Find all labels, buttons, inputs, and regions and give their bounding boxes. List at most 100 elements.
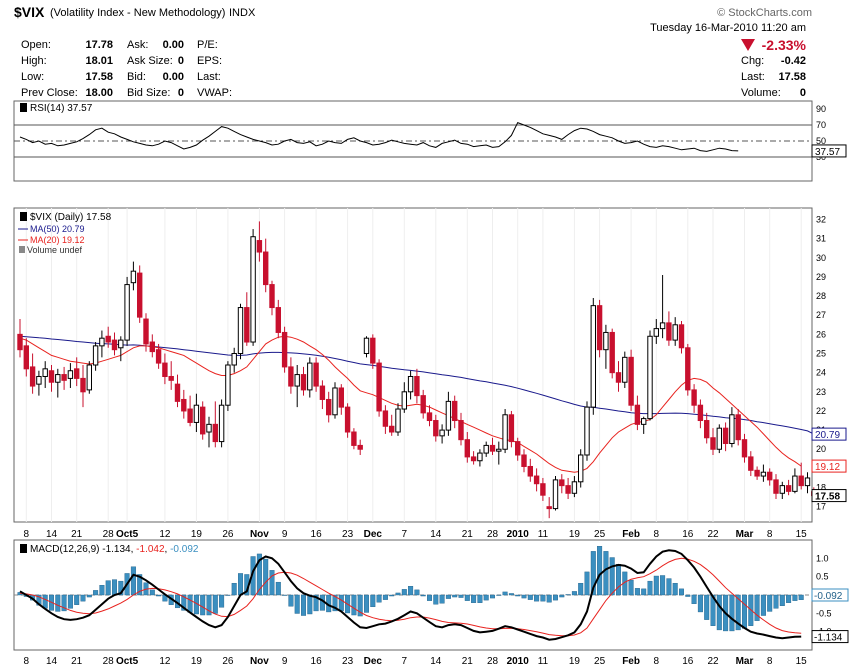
candle: [313, 357, 319, 392]
candle: [269, 280, 275, 316]
candle-body: [798, 475, 804, 487]
x-tick-label: 22: [707, 529, 719, 540]
quote-value: 0: [800, 87, 806, 99]
quote-value: 18.00: [85, 87, 113, 99]
macd-histogram-bar: [502, 591, 508, 596]
candle-body: [42, 368, 48, 377]
candle-body: [395, 408, 401, 433]
macd-legend-prefix: MACD(12,26,9) -1.134, -1.042, -0.092: [30, 544, 199, 555]
macd-histogram-bar: [212, 594, 218, 614]
candle-body: [275, 307, 282, 333]
macd-histogram-bar: [653, 575, 659, 596]
candle: [641, 416, 647, 434]
candle-body: [389, 425, 395, 433]
candle-body: [691, 389, 697, 406]
macd-histogram-bar: [672, 582, 678, 596]
candle-body: [338, 387, 345, 408]
quote-label: Ask Size:: [127, 55, 173, 67]
candle: [42, 361, 48, 388]
x-tick-label: 19: [569, 529, 581, 540]
macd-histogram-bar: [376, 594, 382, 603]
candle-body: [779, 485, 785, 494]
candle: [263, 238, 269, 293]
x-tick-label: 16: [311, 529, 323, 540]
macd-histogram-bar: [206, 594, 212, 616]
candle-body: [313, 362, 319, 387]
macd-x-tick-label: 8: [767, 656, 773, 667]
x-tick-label: 9: [282, 529, 288, 540]
macd-x-tick-label: 9: [282, 656, 288, 667]
macd-histogram-bar: [231, 582, 237, 596]
rsi-line: [19, 121, 739, 152]
macd-tick-label: -0.5: [816, 608, 832, 618]
macd-histogram-bar: [301, 594, 307, 616]
macd-x-tick-label: 23: [342, 656, 354, 667]
candle-body: [218, 404, 225, 443]
candle-body: [571, 481, 578, 494]
candle: [628, 349, 634, 411]
candle-body: [477, 452, 483, 462]
macd-histogram-bar: [792, 594, 798, 601]
ticker-symbol: $VIX: [14, 4, 45, 20]
macd-histogram-bar: [263, 558, 269, 596]
macd-histogram-bar: [697, 594, 703, 613]
candle: [458, 412, 464, 446]
macd-histogram-bar: [130, 566, 136, 596]
candle: [527, 458, 533, 482]
candle-body: [502, 414, 508, 450]
candle: [344, 403, 351, 438]
macd-legend-hist: -0.092: [170, 544, 199, 555]
candle: [168, 361, 174, 390]
candle-body: [212, 423, 219, 443]
x-tick-label: 8: [767, 529, 773, 540]
candle-body: [162, 362, 168, 377]
quote-value: 17.78: [85, 39, 113, 51]
candle-body: [118, 339, 124, 349]
macd-histogram-bar: [187, 594, 193, 613]
ma20-last-label: 19.12: [815, 462, 840, 473]
candle-body: [785, 485, 792, 492]
candle-body: [105, 335, 111, 343]
macd-legend-value: -1.134: [102, 544, 131, 555]
price-tick-label: 31: [816, 234, 826, 244]
candle-body: [86, 364, 92, 391]
macd-histogram-bar: [767, 594, 773, 612]
quote-label: Low:: [21, 71, 44, 83]
candle-body: [565, 485, 571, 494]
candle-body: [792, 475, 798, 492]
candle: [111, 332, 118, 356]
price-tick-label: 29: [816, 272, 826, 282]
candle-body: [590, 305, 596, 408]
candle: [225, 361, 231, 411]
macd-histogram-bar: [578, 582, 584, 596]
macd-histogram-bar: [156, 594, 162, 597]
candle-body: [653, 328, 659, 337]
macd-histogram-bar: [597, 546, 603, 596]
watermark: © StockCharts.com: [717, 7, 812, 19]
candle: [697, 399, 704, 429]
candle-body: [92, 345, 99, 366]
macd-histogram-bar: [445, 594, 451, 599]
candle: [792, 468, 798, 494]
macd-histogram-bar: [332, 594, 338, 612]
quote-label: Bid Size:: [127, 87, 170, 99]
candle: [389, 414, 395, 436]
macd-x-tick-label: Mar: [736, 656, 754, 667]
macd-x-tick-label: Nov: [250, 656, 269, 667]
candle: [502, 409, 508, 454]
candle-body: [168, 375, 174, 381]
candle: [672, 317, 678, 346]
macd-x-tick-label: 22: [707, 656, 719, 667]
candle: [36, 370, 42, 396]
candle-body: [489, 444, 496, 452]
price-legend: $VIX (Daily) 17.58 MA(50) 20.79 MA(20) 1…: [18, 212, 112, 255]
candle-body: [319, 385, 326, 400]
candle: [634, 395, 641, 431]
candle: [130, 261, 137, 291]
candle-body: [546, 506, 552, 510]
macd-histogram-bar: [338, 594, 344, 612]
candle: [376, 359, 382, 417]
macd-tick-label: 0.5: [816, 572, 829, 582]
candle-body: [256, 240, 263, 253]
candle: [521, 449, 527, 473]
